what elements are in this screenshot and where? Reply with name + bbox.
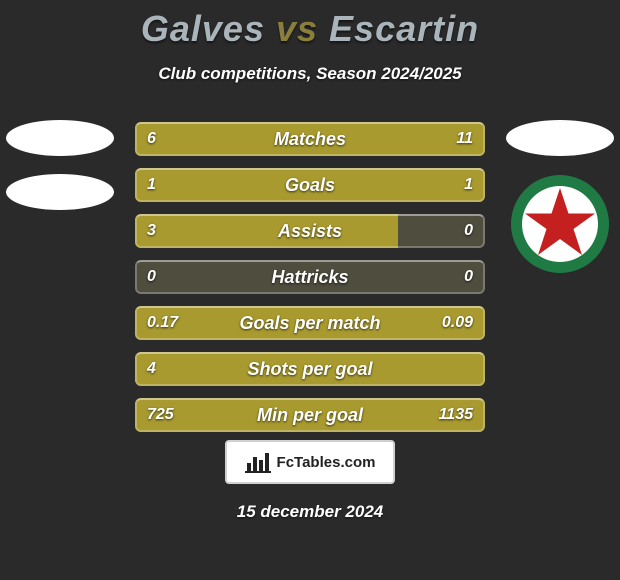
club-logo-placeholder — [6, 174, 114, 210]
bar-chart-icon — [245, 451, 271, 473]
stat-row: Goals11 — [135, 168, 485, 202]
stat-row: Hattricks00 — [135, 260, 485, 294]
stat-row: Goals per match0.170.09 — [135, 306, 485, 340]
date-text: 15 december 2024 — [0, 502, 620, 522]
stat-row: Shots per goal4 — [135, 352, 485, 386]
right-logos — [500, 120, 620, 274]
comparison-title: Galves vs Escartin — [0, 0, 620, 50]
branding-badge: FcTables.com — [225, 440, 395, 484]
stat-row: Matches611 — [135, 122, 485, 156]
stat-row: Assists30 — [135, 214, 485, 248]
branding-text: FcTables.com — [277, 454, 376, 471]
club-logo-placeholder — [6, 120, 114, 156]
player1-name: Galves — [141, 8, 265, 49]
player2-name: Escartin — [329, 8, 479, 49]
stat-row: Min per goal7251135 — [135, 398, 485, 432]
red-star-fc-logo — [510, 174, 610, 274]
subtitle: Club competitions, Season 2024/2025 — [0, 64, 620, 84]
left-logos — [0, 120, 120, 210]
comparison-bars: Matches611 Goals11 Assists30 Hattricks00 Goa… — [135, 122, 485, 444]
club-logo-placeholder — [506, 120, 614, 156]
vs-word: vs — [276, 8, 318, 49]
